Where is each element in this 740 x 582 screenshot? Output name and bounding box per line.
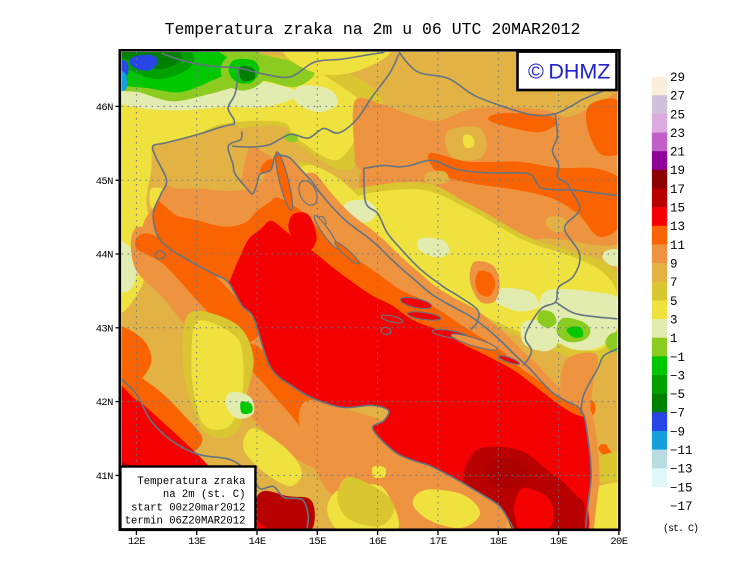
- svg-text:15: 15: [670, 202, 685, 216]
- svg-text:−13: −13: [670, 463, 693, 477]
- svg-text:9: 9: [670, 258, 678, 272]
- svg-text:42N: 42N: [96, 397, 113, 409]
- svg-text:27: 27: [670, 90, 685, 104]
- svg-text:18E: 18E: [490, 536, 507, 548]
- svg-text:Temperatura zraka na 2m u 06 U: Temperatura zraka na 2m u 06 UTC 20MAR20…: [165, 20, 581, 39]
- svg-text:(st. C): (st. C): [663, 523, 698, 535]
- svg-text:17: 17: [670, 183, 685, 197]
- svg-text:−9: −9: [670, 425, 685, 439]
- svg-text:19E: 19E: [550, 536, 567, 548]
- svg-text:17E: 17E: [429, 536, 446, 548]
- svg-text:16E: 16E: [369, 536, 386, 548]
- svg-text:29: 29: [670, 71, 685, 85]
- svg-text:44N: 44N: [96, 250, 113, 262]
- svg-text:termin 06Z20MAR2012: termin 06Z20MAR2012: [125, 516, 246, 528]
- svg-text:−5: −5: [670, 388, 685, 402]
- svg-text:14E: 14E: [248, 536, 265, 548]
- svg-text:43N: 43N: [96, 323, 113, 335]
- svg-text:15E: 15E: [309, 536, 326, 548]
- svg-text:start 00z20mar2012: start 00z20mar2012: [131, 502, 245, 514]
- svg-text:13E: 13E: [188, 536, 205, 548]
- svg-text:46N: 46N: [96, 102, 113, 114]
- svg-text:41N: 41N: [96, 471, 113, 483]
- svg-text:−11: −11: [670, 444, 693, 458]
- svg-text:45N: 45N: [96, 176, 113, 188]
- svg-text:−3: −3: [670, 369, 685, 383]
- svg-text:11: 11: [670, 239, 685, 253]
- svg-text:−7: −7: [670, 407, 685, 421]
- svg-text:−1: −1: [670, 351, 685, 365]
- svg-text:Temperatura zraka: Temperatura zraka: [137, 476, 245, 488]
- svg-text:−15: −15: [670, 481, 693, 495]
- svg-text:3: 3: [670, 313, 678, 327]
- svg-text:25: 25: [670, 108, 685, 122]
- svg-text:20E: 20E: [610, 536, 627, 548]
- svg-text:5: 5: [670, 295, 678, 309]
- svg-text:13: 13: [670, 220, 685, 234]
- svg-text:12E: 12E: [128, 536, 145, 548]
- svg-text:1: 1: [670, 332, 678, 346]
- svg-text:na 2m (st. C): na 2m (st. C): [163, 489, 246, 501]
- svg-text:©DHMZ: © DHMZ: [528, 60, 610, 84]
- svg-text:7: 7: [670, 276, 678, 290]
- svg-text:23: 23: [670, 127, 685, 141]
- svg-text:21: 21: [670, 146, 685, 160]
- svg-text:−17: −17: [670, 500, 693, 514]
- svg-text:19: 19: [670, 164, 685, 178]
